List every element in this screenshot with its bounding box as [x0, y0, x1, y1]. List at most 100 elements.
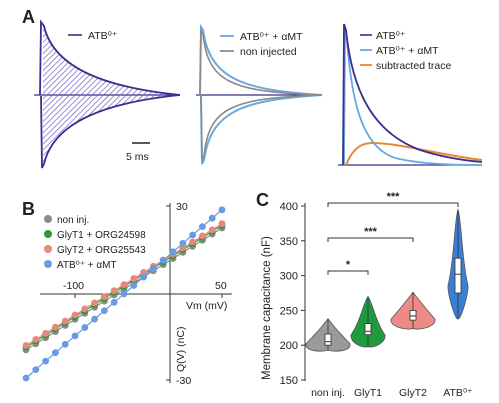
c-x-labels: non inj. GlyT1 GlyT2 ATB⁰⁺: [311, 387, 473, 399]
c-y-tick-label-3: 300: [280, 271, 298, 283]
panel-label-b: B: [22, 199, 35, 219]
b-point-2-19: [208, 226, 216, 234]
b-point-3-18: [199, 223, 206, 231]
c-sig-bracket-2: [327, 202, 459, 207]
b-point-2-1: [32, 336, 40, 343]
c-significance: *******: [327, 191, 459, 275]
b-point-2-3: [52, 323, 59, 331]
b-point-2-4: [61, 317, 69, 325]
b-x-tick-label-50: 50: [215, 280, 227, 292]
a1-hatched-area: [43, 22, 180, 168]
a2-trace-amt-positive: [199, 23, 323, 96]
b-point-3-1: [32, 366, 40, 373]
b-y-axis-label: Q(V) (nC): [175, 327, 187, 373]
b-x-tick-label-neg100: -100: [63, 280, 84, 292]
b-legend-marker-noninj: [44, 215, 52, 223]
b-point-2-16: [179, 244, 187, 252]
b-point-2-17: [189, 238, 197, 246]
c-x-label-3: ATB⁰⁺: [443, 387, 473, 399]
c-box-0: [324, 333, 332, 346]
b-point-2-12: [140, 269, 148, 276]
c-y-tick-label-2: 250: [280, 305, 298, 317]
b-point-2-8: [101, 293, 108, 301]
b-point-3-8: [101, 307, 108, 315]
a2-trace-amt-negative: [200, 94, 323, 165]
b-point-3-12: [140, 273, 148, 281]
c-y-ticks: 150 200 250 300 350 400: [280, 201, 305, 387]
b-point-3-4: [61, 340, 69, 348]
panel-a-trace-2: ATB⁰⁺ + αMT non injected: [196, 23, 323, 165]
c-sig-label-0: *: [346, 259, 351, 271]
a2-trace-noninj-negative: [200, 94, 323, 161]
c-sig-bracket-1: [327, 237, 414, 242]
b-y-tick-label-30: 30: [176, 201, 188, 213]
b-point-3-9: [110, 298, 118, 306]
panel-b-chart: -100 50 30 -30 Vm (mV) Q(V) (nC) non inj…: [22, 201, 232, 387]
panel-a-trace-1: ATB⁰⁺ 5 ms: [34, 19, 181, 169]
legend-label-noninj: non injected: [240, 46, 297, 58]
b-point-2-10: [120, 281, 128, 288]
b-point-2-9: [110, 287, 118, 295]
b-point-2-0: [22, 342, 30, 349]
c-box-2: [409, 309, 417, 321]
b-point-2-2: [42, 329, 49, 337]
a3-trace-subtracted: [345, 141, 483, 166]
b-point-3-10: [120, 290, 128, 298]
b-point-2-18: [199, 232, 206, 240]
c-y-tick-label-5: 400: [280, 201, 298, 213]
b-y-tick-label-neg30: -30: [176, 375, 191, 387]
scale-bar-label: 5 ms: [126, 151, 149, 163]
b-point-3-5: [71, 332, 79, 340]
c-y-tick-label-4: 350: [280, 236, 298, 248]
b-point-3-17: [189, 231, 197, 239]
b-legend-marker-glyt2: [44, 245, 52, 253]
b-point-3-15: [169, 248, 177, 256]
b-point-3-7: [91, 315, 98, 323]
panel-a-trace-3: ATB⁰⁺ ATB⁰⁺ + αMT subtracted trace: [338, 23, 483, 166]
a3-trace-amt: [343, 29, 483, 166]
b-point-3-2: [42, 357, 49, 365]
a3-trace-atb: [342, 23, 483, 166]
b-point-3-13: [150, 265, 157, 272]
b-point-3-6: [81, 324, 89, 331]
b-point-3-0: [22, 374, 30, 382]
b-point-3-14: [159, 256, 167, 264]
b-x-axis-label: Vm (mV): [186, 300, 227, 312]
b-legend-label-atb: ATB⁰⁺ + αMT: [57, 260, 117, 271]
c-box-3: [454, 257, 462, 294]
panel-c-chart: Membrane capacitance (nF) 150 200 250 300 35…: [261, 191, 473, 399]
legend-label-subtracted: subtracted trace: [376, 60, 451, 72]
b-legend-marker-atb: [44, 260, 52, 268]
panel-label-c: C: [256, 190, 269, 210]
b-point-3-19: [208, 214, 216, 222]
a1-trace-positive: [39, 19, 181, 96]
c-y-tick-label-1: 200: [280, 340, 298, 352]
b-point-2-11: [130, 275, 138, 282]
b-point-2-20: [218, 220, 226, 228]
c-plot-area: [305, 208, 469, 352]
legend-label-amt-3: ATB⁰⁺ + αMT: [376, 45, 439, 57]
c-y-tick-label-0: 150: [280, 375, 298, 387]
c-sig-bracket-0: [327, 270, 369, 275]
legend-label-atb: ATB⁰⁺: [88, 30, 118, 42]
c-x-label-1: GlyT1: [354, 387, 382, 399]
c-box-1: [364, 323, 372, 336]
c-sig-label-1: ***: [364, 226, 378, 238]
c-x-label-0: non inj.: [311, 387, 345, 399]
legend-label-atb-3: ATB⁰⁺: [376, 30, 406, 42]
b-legend-label-glyt1: GlyT1 + ORG24598: [57, 230, 146, 241]
b-point-3-20: [218, 206, 226, 214]
b-point-3-16: [179, 240, 187, 247]
b-legend-marker-glyt1: [44, 230, 52, 238]
b-point-3-3: [52, 349, 59, 357]
c-y-axis-label: Membrane capacitance (nF): [261, 236, 273, 380]
c-x-label-2: GlyT2: [399, 387, 427, 399]
c-sig-label-2: ***: [387, 191, 401, 203]
a2-trace-noninj-positive: [199, 28, 323, 96]
b-point-2-6: [81, 305, 89, 313]
b-plot-area: [22, 206, 226, 382]
b-legend: non inj. GlyT1 + ORG24598 GlyT2 + ORG255…: [44, 215, 146, 271]
b-point-2-5: [71, 311, 79, 319]
a1-trace-negative: [40, 94, 181, 169]
